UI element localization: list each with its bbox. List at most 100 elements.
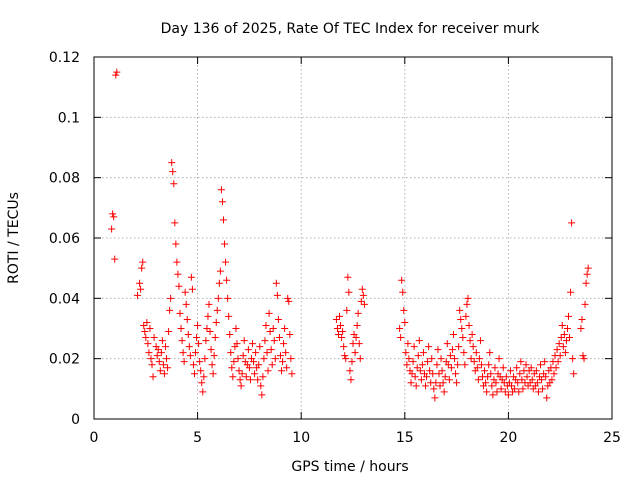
data-point [339, 328, 347, 336]
data-point [454, 361, 462, 369]
data-point [212, 318, 220, 326]
data-point [348, 358, 356, 366]
data-point [449, 331, 457, 339]
data-point [465, 321, 473, 329]
data-point [109, 210, 117, 218]
data-point [336, 312, 344, 320]
data-point [343, 306, 351, 314]
data-point [514, 379, 522, 387]
data-point [286, 331, 294, 339]
data-point [246, 376, 254, 384]
data-point [256, 343, 264, 351]
data-point [489, 391, 497, 399]
data-point [404, 340, 412, 348]
data-point [183, 315, 191, 323]
data-point [198, 379, 206, 387]
data-point [158, 337, 166, 345]
data-point [359, 291, 367, 299]
data-point [578, 315, 586, 323]
data-point [217, 186, 225, 194]
data-point [332, 315, 340, 323]
data-point [278, 367, 286, 375]
data-point [342, 355, 350, 363]
data-point [440, 388, 448, 396]
data-point [203, 325, 211, 332]
data-point [555, 340, 563, 348]
data-point [242, 373, 250, 381]
data-point [468, 331, 476, 339]
data-point [145, 349, 153, 357]
data-point [172, 240, 180, 248]
data-point [502, 373, 510, 381]
data-point [567, 288, 575, 296]
data-point [419, 349, 427, 357]
data-point [473, 364, 481, 372]
data-point [205, 300, 213, 308]
data-point [470, 358, 478, 366]
data-point [163, 355, 171, 363]
x-tick-label: 25 [603, 430, 621, 446]
data-point [146, 325, 154, 332]
x-tick-label: 15 [396, 430, 414, 446]
data-point [457, 315, 465, 323]
data-point [185, 343, 193, 351]
data-point [175, 282, 183, 290]
data-point [360, 300, 368, 308]
data-point [418, 361, 426, 369]
data-points [108, 68, 592, 402]
data-point [554, 358, 562, 366]
data-point [258, 391, 266, 399]
data-point [140, 321, 148, 329]
data-point [236, 376, 244, 384]
data-point [467, 355, 475, 363]
data-point [154, 346, 162, 354]
data-point [560, 331, 568, 339]
data-point [338, 334, 346, 342]
data-point [160, 370, 168, 378]
data-point [534, 388, 542, 396]
data-point [178, 337, 186, 345]
data-point [435, 370, 443, 378]
data-point [208, 361, 216, 369]
data-point [412, 382, 420, 390]
data-point [161, 343, 169, 351]
data-point [347, 376, 355, 384]
data-point [271, 355, 279, 363]
data-point [355, 340, 363, 348]
data-point [407, 379, 415, 387]
data-point [252, 349, 260, 357]
data-point [563, 325, 571, 332]
data-point [352, 334, 360, 342]
data-point [556, 352, 564, 360]
data-point [458, 325, 466, 332]
data-point [508, 382, 516, 390]
data-point [340, 343, 348, 351]
data-point [249, 340, 257, 348]
y-tick-label: 0.02 [49, 352, 80, 368]
data-point [495, 355, 503, 363]
data-point [164, 364, 172, 372]
data-point [139, 258, 147, 266]
data-point [417, 376, 425, 384]
data-point [447, 364, 455, 372]
data-point [416, 367, 424, 375]
data-point [396, 325, 404, 332]
data-point [400, 306, 408, 314]
data-point [153, 352, 161, 360]
data-point [349, 340, 357, 348]
data-point [398, 276, 406, 284]
data-point [177, 325, 185, 332]
y-tick-label: 0.08 [49, 171, 80, 187]
data-point [569, 355, 577, 363]
y-tick-label: 0 [71, 412, 80, 428]
data-point [251, 370, 259, 378]
data-point [497, 385, 505, 393]
data-point [137, 285, 145, 293]
x-tick-label: 20 [499, 430, 517, 446]
data-point [166, 306, 174, 314]
data-point [542, 373, 550, 381]
data-point [436, 382, 444, 390]
data-point [234, 355, 242, 363]
data-point [411, 373, 419, 381]
data-point [113, 68, 121, 76]
